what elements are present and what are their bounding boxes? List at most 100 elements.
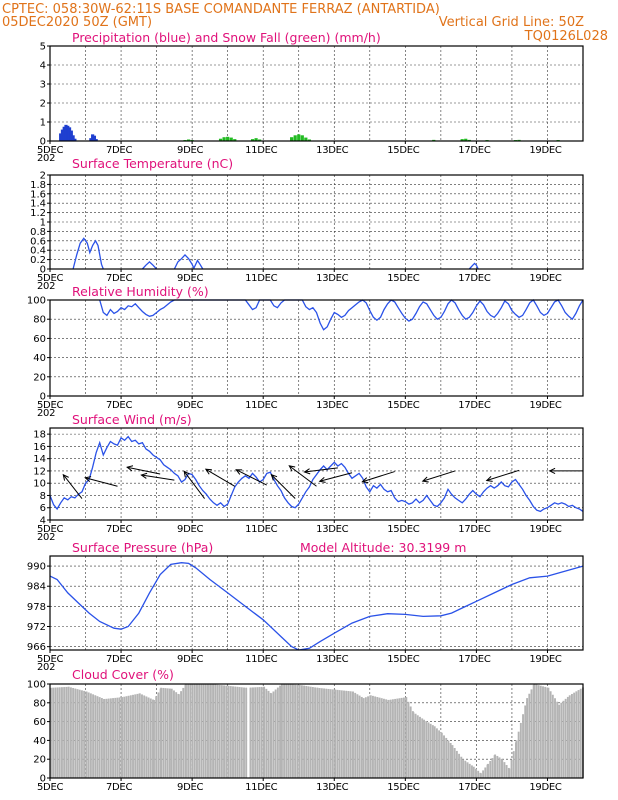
precip-bar — [62, 126, 66, 141]
cloud-bar — [539, 685, 542, 778]
cloud-bar — [427, 722, 430, 778]
cloud-bar — [487, 763, 489, 778]
header-model-id: TQ0126L028 — [524, 29, 608, 44]
cloud-bar — [570, 693, 573, 778]
cloud-bar — [383, 698, 385, 778]
wind-line — [49, 435, 584, 513]
cloud-bar — [283, 684, 286, 778]
cloud-bar — [103, 699, 106, 778]
cloud-bar — [517, 731, 520, 778]
cloud-ytick-label: 40 — [33, 736, 46, 747]
precip-bar — [73, 138, 77, 141]
pressure-xtick-label: 17DEC — [458, 654, 491, 665]
wind-arrow-shaft — [85, 477, 118, 487]
cloud-bar — [554, 698, 556, 778]
cloud-bar — [416, 715, 419, 778]
cloud-bar — [212, 684, 214, 778]
cloud-bar — [464, 760, 467, 778]
wind-title: Surface Wind (m/s) — [72, 412, 192, 427]
cloud-bar — [512, 751, 515, 778]
cloud-bar — [145, 696, 148, 778]
cloud-bar — [149, 698, 152, 778]
wind-xtick-label: 9DEC — [177, 524, 203, 535]
cloud-bar — [564, 698, 567, 778]
cloud-xtick-label: 7DEC — [106, 782, 132, 793]
wind-arrow-shaft — [127, 466, 161, 475]
cloud-bar — [121, 697, 123, 778]
cloud-frame — [49, 683, 584, 779]
cloud-bar — [249, 687, 252, 778]
cloud-bar — [58, 687, 61, 778]
precip-bar — [60, 129, 65, 141]
cloud-bar — [323, 688, 325, 778]
cloud-bar — [129, 695, 132, 778]
cloud-bar — [227, 685, 230, 778]
wind-arrow-shaft — [235, 469, 267, 486]
cloud-bar — [209, 684, 212, 778]
cloud-bar — [533, 684, 536, 778]
snow-bar — [186, 139, 191, 141]
cloud-bar — [458, 753, 461, 778]
humidity-ytick-label: 100 — [27, 296, 46, 307]
cloud-bar — [127, 695, 130, 778]
cloud-bar — [489, 760, 492, 778]
cloud-bar — [200, 684, 203, 778]
humidity-xtick-label: 5DEC — [37, 400, 63, 411]
pressure-ytick-label: 984 — [27, 582, 46, 593]
cloud-xtick-label: 17DEC — [458, 782, 491, 793]
cloud-bar — [460, 756, 463, 778]
wind-ytick-label: 16 — [33, 442, 46, 453]
wind-arrow-head — [126, 465, 134, 472]
wind-arrow-shaft — [271, 474, 296, 499]
humidity-panel: 0 20 40 60 80 100 5DEC 7DEC 9DEC 11DEC 13DEC 15DEC 1… — [27, 296, 584, 419]
precip-xtick-label: 11DEC — [245, 145, 278, 156]
cloud-bar — [143, 695, 146, 778]
wind-arrow-shaft — [422, 470, 456, 482]
cloud-bar — [218, 684, 221, 778]
cloud-bar — [573, 692, 576, 778]
temperature-xtick-label: 5DEC — [37, 273, 63, 284]
cloud-bar — [338, 690, 341, 778]
cloud-bar — [187, 684, 190, 778]
cloud-bar — [389, 699, 392, 778]
temperature-xtick-label: 7DEC — [106, 273, 132, 284]
cloud-bar — [96, 696, 99, 778]
precip-ytick-label: 5 — [40, 42, 46, 53]
cloud-bar — [132, 694, 134, 778]
cloud-bar — [376, 697, 379, 778]
cloud-bar — [180, 691, 183, 778]
temperature-ytick-label: 1 — [40, 218, 46, 229]
precip-ytick-label: 4 — [40, 61, 46, 72]
wind-year-fragment: 202 — [37, 532, 55, 543]
cloud-bar — [166, 688, 169, 778]
cloud-bar — [449, 742, 452, 778]
cloud-bar — [243, 687, 245, 778]
cloud-bar — [92, 694, 95, 778]
cloud-bar — [544, 686, 547, 778]
wind-xtick-label: 5DEC — [37, 524, 63, 535]
cloud-bar — [69, 687, 72, 778]
wind-arrow-head — [183, 470, 190, 478]
cloud-bar — [343, 690, 345, 778]
cloud-ytick-label: 0 — [40, 774, 46, 785]
wind-xtick-label: 19DEC — [529, 524, 562, 535]
cloud-bar — [347, 691, 350, 778]
wind-xtick-label: 7DEC — [106, 524, 132, 535]
cloud-bar — [225, 685, 228, 778]
cloud-bar — [294, 684, 297, 778]
cloud-bar — [398, 698, 401, 778]
cloud-bar — [112, 698, 114, 778]
cloud-bar — [494, 754, 497, 778]
wind-xtick-label: 13DEC — [316, 524, 349, 535]
cloud-bar — [155, 696, 158, 778]
humidity-ytick-label: 0 — [40, 392, 46, 403]
cloud-bar — [577, 690, 580, 778]
cloud-bar — [349, 691, 352, 778]
cloud-bar — [78, 689, 81, 778]
temperature-ytick-label: 1.4 — [30, 199, 46, 210]
precip-xtick-label: 5DEC — [37, 145, 63, 156]
cloud-bar — [558, 704, 561, 778]
snow-bar — [250, 139, 255, 141]
cloud-bar — [433, 726, 436, 778]
